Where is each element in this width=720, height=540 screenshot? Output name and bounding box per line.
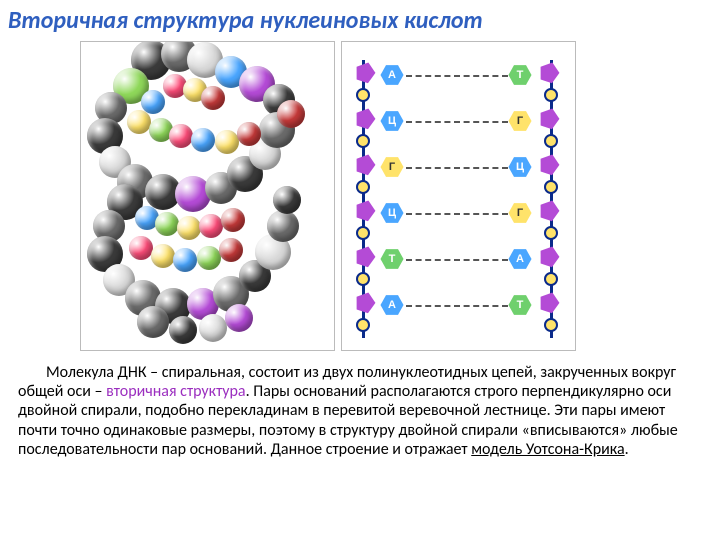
atom-sphere [197, 246, 221, 270]
h-bond [406, 259, 508, 261]
sugar-pentagon [535, 243, 563, 271]
base-left: Г [380, 156, 404, 178]
sugar-pentagon [535, 105, 563, 133]
phosphate [356, 226, 370, 240]
h-bond [406, 167, 508, 169]
h-bond [406, 213, 508, 215]
sugar-pentagon [351, 289, 379, 317]
page-title: Вторичная структура нуклеиновых кислот [0, 0, 720, 39]
base-right: А [508, 248, 532, 270]
base-left: А [380, 64, 404, 86]
base-right: Г [508, 110, 532, 132]
atom-sphere [225, 304, 253, 332]
dna-3d-panel [80, 41, 335, 351]
atom-sphere [201, 86, 225, 110]
phosphate [544, 318, 558, 332]
sugar-pentagon [351, 105, 379, 133]
phosphate [544, 180, 558, 194]
base-right: Г [508, 202, 532, 224]
base-right: Т [508, 64, 532, 86]
h-bond [406, 305, 508, 307]
sugar-pentagon [351, 59, 379, 87]
para-highlight: вторичная структура [106, 382, 246, 401]
atom-sphere [137, 306, 169, 338]
phosphate [356, 134, 370, 148]
atom-sphere [215, 130, 239, 154]
atom-sphere [273, 186, 301, 214]
para-post2: . [625, 440, 629, 459]
atom-sphere [169, 124, 193, 148]
atom-sphere [199, 314, 227, 342]
phosphate [544, 226, 558, 240]
atom-sphere [199, 214, 223, 238]
phosphate [356, 318, 370, 332]
base-left: Ц [380, 110, 404, 132]
description-paragraph: Молекула ДНК – спиральная, состоит из дв… [0, 351, 720, 459]
phosphate [544, 134, 558, 148]
phosphate [544, 88, 558, 102]
sugar-pentagon [351, 197, 379, 225]
atom-sphere [155, 212, 179, 236]
sugar-pentagon [351, 151, 379, 179]
base-right: Ц [508, 156, 532, 178]
atom-sphere [169, 316, 197, 344]
base-left: А [380, 294, 404, 316]
phosphate [544, 272, 558, 286]
atom-sphere [127, 110, 151, 134]
sugar-pentagon [535, 151, 563, 179]
base-right: Т [508, 294, 532, 316]
atom-sphere [267, 210, 299, 242]
atom-sphere [129, 236, 153, 260]
sugar-pentagon [535, 197, 563, 225]
phosphate [356, 88, 370, 102]
dna-schematic-panel: А Т Ц Г Г Ц Ц Г Т А А Т [341, 41, 576, 351]
para-underline: модель Уотсона-Крика [471, 440, 624, 459]
sugar-pentagon [535, 289, 563, 317]
atom-sphere [237, 122, 261, 146]
figure-row: А Т Ц Г Г Ц Ц Г Т А А Т [0, 39, 720, 351]
atom-sphere [221, 208, 245, 232]
base-left: Ц [380, 202, 404, 224]
h-bond [406, 75, 508, 77]
atom-sphere [219, 238, 243, 262]
sugar-pentagon [351, 243, 379, 271]
atom-sphere [277, 100, 305, 128]
phosphate [356, 180, 370, 194]
atom-sphere [191, 128, 215, 152]
sugar-pentagon [535, 59, 563, 87]
atom-sphere [177, 216, 201, 240]
atom-sphere [173, 248, 197, 272]
atom-sphere [151, 244, 175, 268]
phosphate [356, 272, 370, 286]
h-bond [406, 121, 508, 123]
base-left: Т [380, 248, 404, 270]
